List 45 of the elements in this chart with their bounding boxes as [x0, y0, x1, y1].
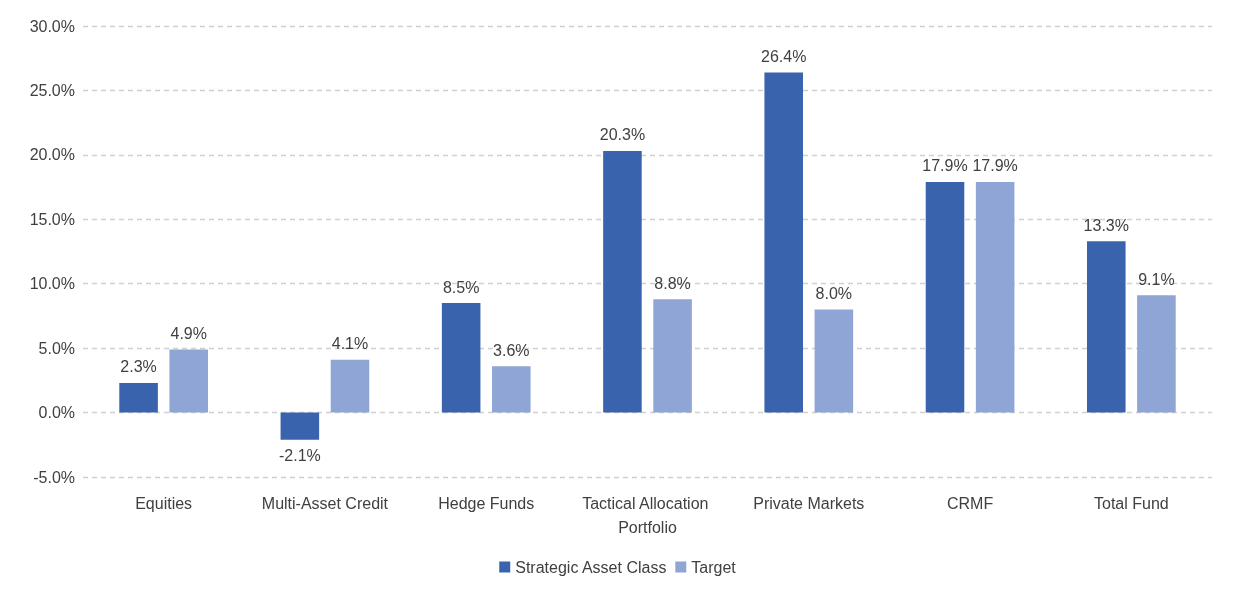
- x-tick-label: CRMF: [946, 494, 994, 512]
- x-tick-label: Equities: [135, 494, 193, 512]
- bar: [169, 349, 208, 413]
- data-label: 17.9%: [972, 157, 1018, 175]
- y-tick-label: 25.0%: [29, 81, 75, 99]
- bar: [280, 412, 320, 440]
- y-tick-label: 0.0%: [38, 404, 75, 422]
- bar: [925, 181, 965, 413]
- bar: [764, 72, 803, 413]
- x-tick-label: Hedge Funds: [438, 494, 535, 512]
- data-label: 4.9%: [170, 324, 207, 342]
- y-tick-label: 5.0%: [38, 339, 75, 357]
- bar: [1087, 241, 1126, 413]
- data-label: 8.8%: [654, 274, 691, 292]
- bar: [814, 309, 854, 413]
- data-label: 2.3%: [120, 358, 157, 376]
- data-label: 4.1%: [331, 335, 369, 353]
- data-label: -2.1%: [278, 447, 321, 465]
- data-label: 26.4%: [761, 47, 807, 65]
- bar: [975, 181, 1015, 413]
- x-tick-label: Total Fund: [1094, 494, 1169, 512]
- bar: [330, 359, 370, 413]
- data-label: 20.3%: [599, 126, 646, 144]
- data-label: 3.6%: [493, 341, 530, 359]
- y-tick-label: 30.0%: [29, 17, 75, 35]
- bar: [603, 150, 642, 413]
- bar: [653, 299, 692, 413]
- y-tick-label: 20.0%: [29, 146, 75, 164]
- bar: [119, 382, 158, 413]
- bar: [1137, 295, 1176, 413]
- legend-label: Strategic Asset Class: [515, 558, 667, 576]
- y-tick-label: 10.0%: [29, 275, 75, 293]
- x-tick-label: Tactical Allocation Portfolio: [582, 494, 713, 536]
- data-label: 13.3%: [1083, 216, 1129, 234]
- data-label: 8.5%: [442, 278, 480, 296]
- x-tick-label: Multi-Asset Credit: [261, 494, 389, 512]
- data-label: 17.9%: [922, 157, 968, 175]
- x-tick-label: Private Markets: [753, 494, 865, 512]
- legend-label: Target: [691, 558, 737, 576]
- y-tick-label: -5.0%: [33, 468, 75, 486]
- bar: [492, 366, 531, 413]
- data-label: 9.1%: [1138, 270, 1175, 288]
- y-tick-label: 15.0%: [29, 210, 75, 228]
- bar: [441, 303, 481, 413]
- data-label: 8.0%: [815, 284, 853, 302]
